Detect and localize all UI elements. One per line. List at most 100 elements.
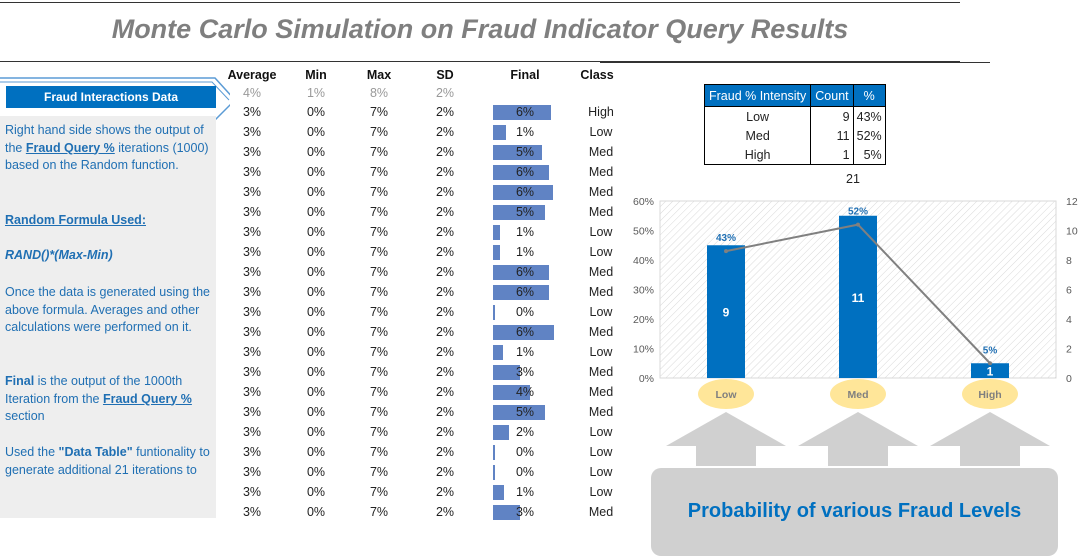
- fraud-query-link[interactable]: Fraud Query %: [25, 140, 115, 155]
- table-header-row: Average Min Max SD Final Class: [218, 66, 622, 84]
- table-cell: 2%: [435, 165, 455, 179]
- table-cell: 0%: [306, 285, 326, 299]
- table-cell: 3%: [242, 485, 262, 499]
- y-right-tick-label: 12: [1066, 196, 1078, 208]
- class-cell: Med: [588, 285, 614, 299]
- up-arrow-stem: [960, 446, 1020, 466]
- final-data-bar: [493, 345, 503, 360]
- table-cell: 0%: [306, 305, 326, 319]
- final-cell: 1%: [478, 242, 572, 262]
- table-cell: 2%: [435, 105, 455, 119]
- y-right-tick-label: 4: [1066, 314, 1072, 326]
- final-cell: 5%: [478, 142, 572, 162]
- fraud-query-link-2[interactable]: Fraud Query %: [102, 391, 192, 406]
- class-cell: High: [588, 105, 614, 119]
- y-left-tick-label: 0%: [639, 373, 654, 385]
- bar-data-label: 11: [852, 291, 865, 305]
- table-cell: 7%: [369, 345, 389, 359]
- table-cell: 0%: [306, 405, 326, 419]
- table-cell: 2%: [435, 245, 455, 259]
- table-cell: 3%: [242, 145, 262, 159]
- table-cell: 0%: [306, 245, 326, 259]
- summary-row: Low 9 43%: [703, 106, 886, 126]
- table-cell: 0%: [306, 465, 326, 479]
- table-cell: 2%: [435, 305, 455, 319]
- table-cell: 3%: [242, 265, 262, 279]
- final-value: 4%: [515, 385, 535, 399]
- table-cell: 7%: [369, 405, 389, 419]
- summary-row: Med 11 52%: [703, 126, 886, 145]
- table-cell: 3%: [242, 365, 262, 379]
- final-data-bar: [493, 305, 496, 320]
- table-cell: 7%: [369, 445, 389, 459]
- x-category-label: Med: [848, 389, 869, 401]
- final-value: 5%: [515, 405, 535, 419]
- final-data-bar: [493, 185, 553, 200]
- table-row: 3% 0% 7% 2% 3% Med: [218, 362, 622, 382]
- header-max: Max: [366, 68, 392, 82]
- table-row: 3% 0% 7% 2% 4% Med: [218, 382, 622, 402]
- class-cell: Med: [588, 325, 614, 339]
- table-cell: 2%: [435, 385, 455, 399]
- final-value: 6%: [515, 285, 535, 299]
- header-final: Final: [510, 68, 540, 82]
- final-data-bar: [493, 105, 551, 120]
- class-cell: Low: [589, 305, 613, 319]
- final-cell: 3%: [478, 362, 572, 382]
- table-cell: 4%: [242, 86, 262, 100]
- class-cell: Med: [588, 385, 614, 399]
- line-data-label: 52%: [848, 207, 868, 218]
- y-left-tick-label: 30%: [633, 285, 654, 297]
- final-data-bar: [493, 225, 501, 240]
- class-cell: Med: [588, 185, 614, 199]
- final-value: 6%: [515, 185, 535, 199]
- class-cell: Low: [589, 465, 613, 479]
- line-point: [856, 222, 860, 227]
- class-cell: Med: [588, 165, 614, 179]
- final-data-bar: [493, 405, 545, 420]
- summary-header-count: Count: [810, 84, 854, 107]
- table-cell: 7%: [369, 505, 389, 519]
- table-cell: 7%: [369, 365, 389, 379]
- class-cell: Low: [589, 445, 613, 459]
- table-cell: 7%: [369, 425, 389, 439]
- final-cell: 6%: [478, 102, 572, 122]
- description-paragraph-3: Once the data is generated using the abo…: [5, 285, 211, 334]
- caption-box: [651, 468, 1058, 556]
- table-cell: 3%: [242, 405, 262, 419]
- class-cell: Med: [588, 405, 614, 419]
- table-row: 3% 0% 7% 2% 1% Low: [218, 222, 622, 242]
- table-cell: 0%: [306, 125, 326, 139]
- final-value: 6%: [515, 165, 535, 179]
- final-value: 6%: [515, 105, 535, 119]
- final-data-bar: [493, 385, 530, 400]
- header-right-rule: [600, 62, 990, 63]
- table-cell: 2%: [435, 265, 455, 279]
- description-paragraph-5: Used the "Data Table" funtionality to ge…: [5, 445, 210, 477]
- y-left-tick-label: 40%: [633, 255, 654, 267]
- fraud-level-chart: 0% 10% 20% 30% 40% 50% 60% 0 2 4 6 8 10 12 9 Low 11 Med 1 H…: [633, 196, 1078, 466]
- up-arrow-icon: [666, 412, 786, 446]
- table-row: 3% 0% 7% 2% 6% High: [218, 102, 622, 122]
- table-cell: 7%: [369, 165, 389, 179]
- final-value: 1%: [515, 485, 535, 499]
- table-cell: 2%: [435, 325, 455, 339]
- table-cell: 3%: [242, 185, 262, 199]
- table-row: 3% 0% 7% 2% 0% Low: [218, 442, 622, 462]
- up-arrow-stem: [696, 446, 756, 466]
- formula-heading: Random Formula Used:: [5, 213, 146, 227]
- table-row: 3% 0% 7% 2% 6% Med: [218, 162, 622, 182]
- table-row: 3% 0% 7% 2% 1% Low: [218, 342, 622, 362]
- page-title: Monte Carlo Simulation on Fraud Indicato…: [111, 14, 849, 44]
- class-cell: Low: [589, 425, 613, 439]
- final-data-bar: [493, 125, 507, 140]
- arrow-outline-shape: [0, 77, 230, 120]
- final-cell: 0%: [478, 442, 572, 462]
- final-value: 2%: [515, 425, 535, 439]
- y-right-tick-label: 6: [1066, 285, 1072, 297]
- table-cell: 7%: [369, 465, 389, 479]
- final-value: 1%: [515, 245, 535, 259]
- final-cell: 2%: [478, 422, 572, 442]
- table-cell: 3%: [242, 205, 262, 219]
- table-cell: 0%: [306, 365, 326, 379]
